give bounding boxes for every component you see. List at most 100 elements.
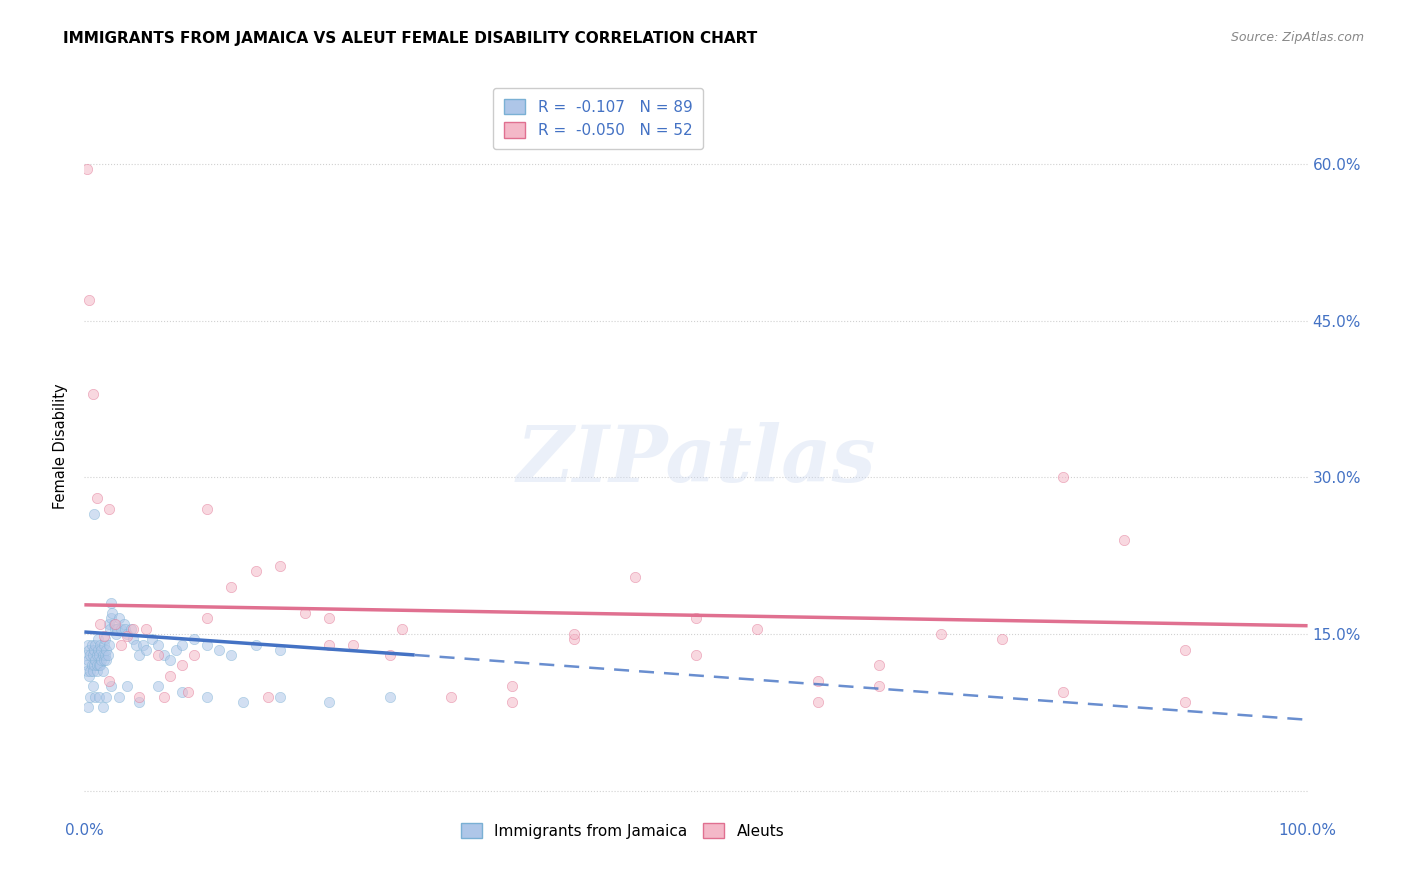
Point [624,569,647,583]
Point [502,679,524,693]
Point [77,700,100,714]
Point [807,695,830,709]
Point [110,622,132,636]
Point [86,648,108,662]
Point [153,648,176,662]
Point [269,559,291,574]
Point [991,632,1014,647]
Point [105,627,128,641]
Point [128,695,150,709]
Point [165,642,187,657]
Point [869,658,891,673]
Point [82,679,104,693]
Point [141,632,163,647]
Point [104,622,127,636]
Point [100,611,122,625]
Point [115,627,138,641]
Point [269,642,291,657]
Point [232,695,254,709]
Point [122,622,145,636]
Point [82,386,104,401]
Y-axis label: Female Disability: Female Disability [53,384,69,508]
Point [97,616,120,631]
Point [219,580,242,594]
Point [97,638,120,652]
Point [1174,695,1197,709]
Point [112,616,135,631]
Point [101,606,124,620]
Point [75,648,97,662]
Point [93,653,115,667]
Point [83,658,105,673]
Point [86,658,108,673]
Point [96,690,118,704]
Point [90,653,112,667]
Point [245,565,267,579]
Point [89,616,111,631]
Point [391,622,413,636]
Point [125,638,148,652]
Point [159,669,181,683]
Point [87,658,110,673]
Point [807,674,830,689]
Point [89,638,111,652]
Point [195,638,218,652]
Point [96,642,118,657]
Point [747,622,769,636]
Point [79,648,101,662]
Point [110,638,132,652]
Point [91,664,114,678]
Point [502,695,524,709]
Point [105,622,128,636]
Point [80,658,103,673]
Point [107,611,129,625]
Point [89,658,111,673]
Point [177,684,200,698]
Point [380,648,402,662]
Point [76,162,98,177]
Point [83,642,105,657]
Legend: Immigrants from Jamaica, Aleuts: Immigrants from Jamaica, Aleuts [451,814,793,848]
Point [172,638,194,652]
Point [86,664,108,678]
Point [146,679,169,693]
Point [100,596,122,610]
Point [82,664,104,678]
Point [318,695,340,709]
Point [76,664,98,678]
Point [107,690,129,704]
Point [93,638,115,652]
Point [929,627,952,641]
Point [195,690,218,704]
Point [128,648,150,662]
Point [103,616,125,631]
Point [685,648,707,662]
Point [562,627,585,641]
Point [84,638,107,652]
Point [114,622,136,636]
Point [219,648,242,662]
Point [77,293,100,307]
Point [94,648,117,662]
Point [97,674,120,689]
Point [91,648,114,662]
Point [342,638,364,652]
Point [87,648,110,662]
Point [98,622,121,636]
Point [245,638,267,652]
Point [87,632,110,647]
Point [869,679,891,693]
Point [80,638,103,652]
Point [120,622,142,636]
Point [83,507,105,521]
Point [77,653,100,667]
Point [380,690,402,704]
Point [96,653,118,667]
Point [90,642,112,657]
Point [294,606,316,620]
Point [685,611,707,625]
Point [318,638,340,652]
Point [135,642,157,657]
Point [132,638,155,652]
Point [146,638,169,652]
